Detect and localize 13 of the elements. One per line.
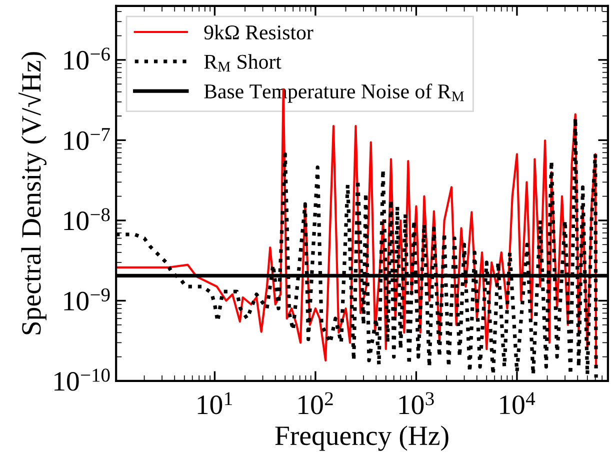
y-tick-label: 10$^{−7}$	[64, 128, 110, 150]
x-tick-label: 10$^{2}$	[298, 392, 333, 414]
legend-label: R$_{M}$ Short	[204, 54, 282, 72]
y-tick-label: 10$^{−8}$	[64, 208, 110, 230]
y-tick-label: 10$^{−6}$	[64, 48, 110, 70]
y-axis-title: Spectral Density (V/√Hz)	[18, 52, 47, 334]
x-axis-title: Frequency (Hz)	[275, 426, 448, 451]
x-tick-label: 10$^{3}$	[399, 392, 434, 414]
legend-label: 9kΩ Resistor	[204, 24, 314, 40]
y-tick-label: 10$^{−9}$	[64, 288, 110, 310]
y-tick-label: 10$^{−10}$	[54, 368, 110, 391]
x-tick-label: 10$^{4}$	[500, 392, 536, 414]
x-tick-label: 10$^{1}$	[198, 392, 232, 414]
